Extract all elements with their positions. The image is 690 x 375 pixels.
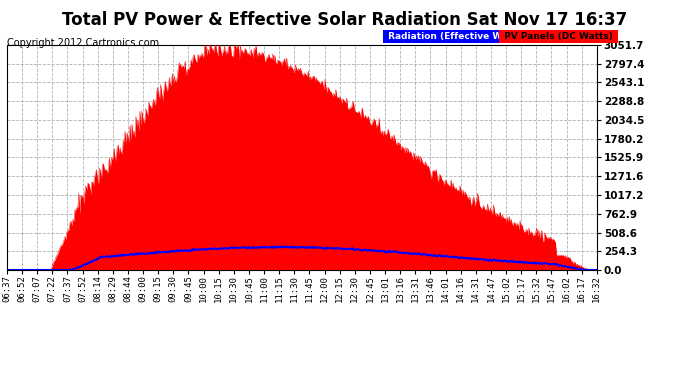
Text: Total PV Power & Effective Solar Radiation Sat Nov 17 16:37: Total PV Power & Effective Solar Radiati… [62, 11, 628, 29]
Text: Radiation (Effective W/m2): Radiation (Effective W/m2) [385, 32, 529, 41]
Text: PV Panels (DC Watts): PV Panels (DC Watts) [501, 32, 616, 41]
Text: Copyright 2012 Cartronics.com: Copyright 2012 Cartronics.com [7, 38, 159, 48]
